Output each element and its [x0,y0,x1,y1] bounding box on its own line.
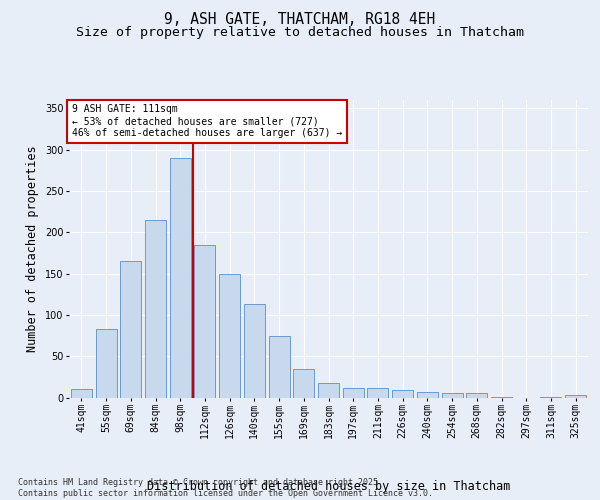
Bar [442,394,463,398]
Text: Contains HM Land Registry data © Crown copyright and database right 2025.
Contai: Contains HM Land Registry data © Crown c… [18,478,433,498]
Bar [269,336,290,398]
Bar [466,394,487,398]
Bar [541,396,562,398]
Y-axis label: Number of detached properties: Number of detached properties [26,146,39,352]
Bar [343,388,364,398]
Bar [219,274,240,398]
Bar [95,329,116,398]
Bar [244,304,265,398]
Text: 9 ASH GATE: 111sqm
← 53% of detached houses are smaller (727)
46% of semi-detach: 9 ASH GATE: 111sqm ← 53% of detached hou… [71,104,342,138]
Bar [392,390,413,398]
Bar [71,389,92,398]
Bar [367,388,388,398]
X-axis label: Distribution of detached houses by size in Thatcham: Distribution of detached houses by size … [147,480,510,493]
Bar [318,384,339,398]
Bar [194,244,215,398]
Bar [145,220,166,398]
Bar [120,261,141,398]
Bar [417,392,438,398]
Text: Size of property relative to detached houses in Thatcham: Size of property relative to detached ho… [76,26,524,39]
Bar [491,396,512,398]
Bar [170,158,191,398]
Bar [565,395,586,398]
Text: 9, ASH GATE, THATCHAM, RG18 4EH: 9, ASH GATE, THATCHAM, RG18 4EH [164,12,436,28]
Bar [293,368,314,398]
